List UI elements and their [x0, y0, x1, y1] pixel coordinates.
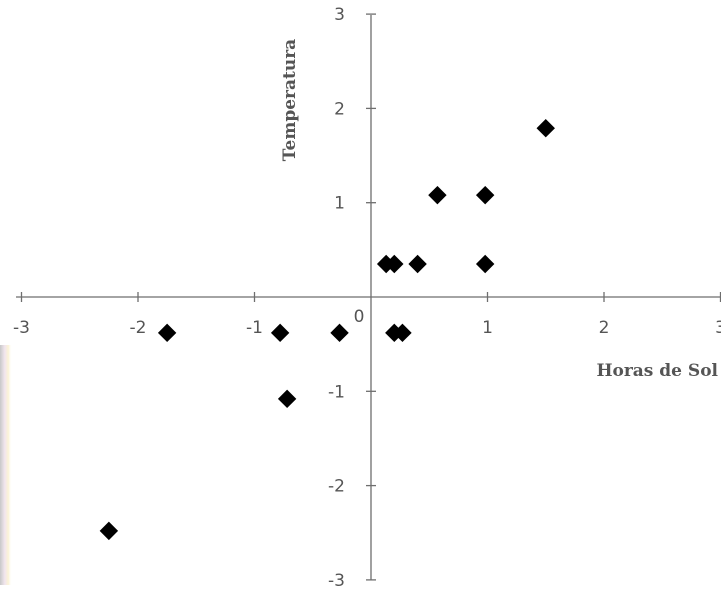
x-axis-title: Horas de Sol	[596, 361, 718, 381]
data-point	[408, 254, 427, 274]
data-point	[536, 118, 555, 138]
x-tick-label: -3	[13, 318, 30, 338]
data-point	[393, 323, 412, 343]
data-point	[385, 254, 404, 274]
y-tick-label: 1	[334, 194, 345, 214]
x-tick-label: 3	[715, 318, 721, 338]
y-tick-label: -3	[328, 571, 345, 591]
data-point	[157, 323, 177, 343]
data-point	[270, 323, 290, 343]
data-point	[330, 323, 349, 343]
data-points	[99, 118, 555, 541]
data-point	[428, 185, 447, 205]
x-axis-ticks: -3 -2 -1 1 2 3	[13, 292, 721, 338]
x-tick-label: 2	[599, 318, 610, 338]
axes	[16, 15, 721, 580]
data-point	[277, 389, 297, 409]
data-point	[475, 185, 495, 205]
data-point	[99, 521, 119, 541]
y-tick-label: 2	[334, 99, 345, 119]
y-tick-label: -2	[328, 477, 345, 497]
left-edge-artifact	[0, 345, 12, 585]
y-axis-ticks: 3 2 1 -1 -2 -3	[328, 5, 376, 591]
y-axis-title: Temperatura	[280, 39, 300, 161]
y-tick-label: -1	[328, 382, 345, 402]
x-tick-label: -1	[246, 318, 263, 338]
y-tick-label: 3	[334, 5, 345, 25]
x-tick-label: 1	[482, 318, 493, 338]
x-tick-label: -2	[130, 318, 147, 338]
origin-label: 0	[354, 307, 365, 327]
data-point	[475, 254, 495, 274]
